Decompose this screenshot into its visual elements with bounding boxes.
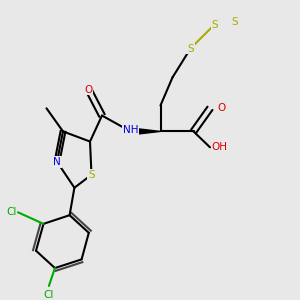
Text: S: S	[211, 20, 218, 30]
Text: S: S	[88, 170, 95, 180]
Text: N: N	[53, 157, 61, 167]
Text: S: S	[231, 17, 238, 27]
Text: NH: NH	[123, 125, 138, 135]
Text: OH: OH	[212, 142, 227, 152]
Text: Cl: Cl	[6, 207, 16, 217]
Polygon shape	[130, 128, 160, 135]
Text: S: S	[187, 44, 194, 53]
Text: O: O	[84, 85, 93, 94]
Text: Cl: Cl	[44, 290, 54, 300]
Text: O: O	[218, 103, 226, 113]
